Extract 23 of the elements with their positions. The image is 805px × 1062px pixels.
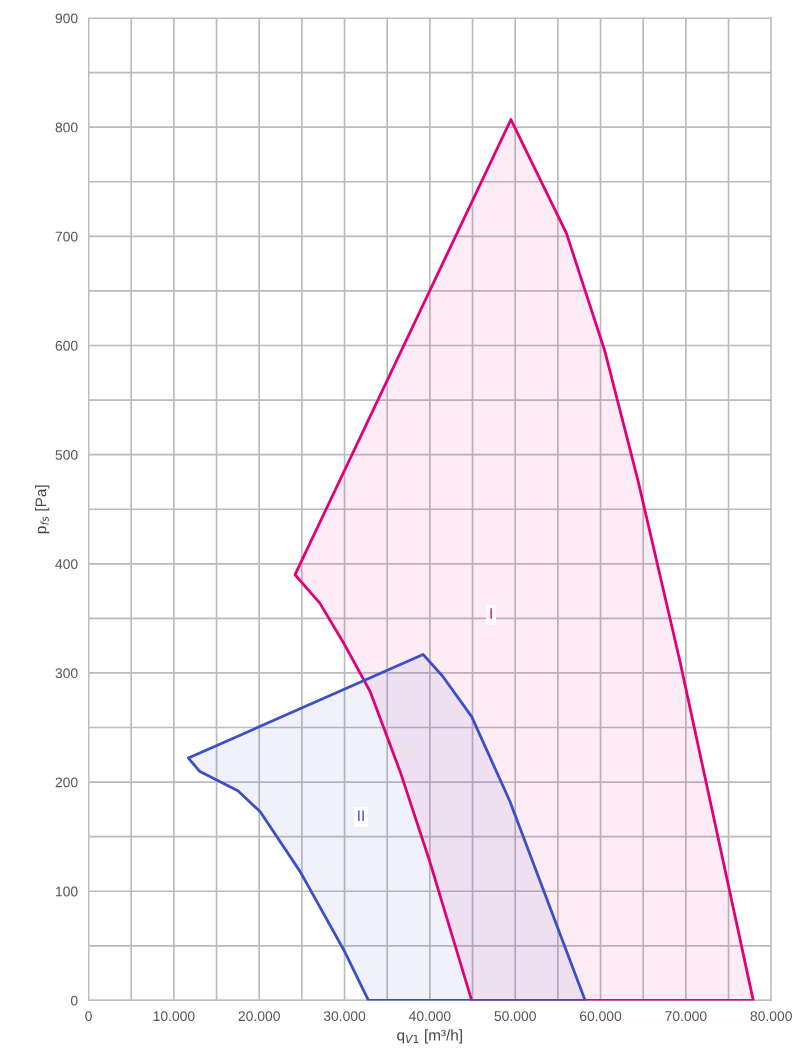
y-tick-label: 700	[55, 231, 78, 242]
y-tick-label: 300	[55, 668, 78, 679]
x-tick-label: 60.000	[580, 1011, 622, 1022]
x-tick-label: 70.000	[665, 1011, 707, 1022]
y-tick-label: 500	[55, 449, 78, 460]
x-tick-label: 80.000	[750, 1011, 792, 1022]
x-tick-label: 30.000	[323, 1011, 366, 1022]
series-label: I	[490, 608, 492, 619]
x-tick-label: 40.000	[408, 1011, 451, 1022]
x-tick-label: 0	[85, 1011, 92, 1022]
x-axis-title: q$_{V1}$ [m³/h]	[397, 1029, 462, 1044]
y-axis-title: p$_{fs}$ [Pa]	[35, 485, 50, 534]
series-label: II	[358, 810, 364, 821]
y-tick-label: 100	[56, 886, 78, 897]
y-tick-label: 900	[55, 13, 78, 24]
x-tick-label: 10.000	[153, 1011, 195, 1022]
y-tick-label: 600	[55, 340, 78, 351]
y-tick-label: 800	[55, 122, 78, 133]
x-tick-label: 20.000	[238, 1011, 280, 1022]
y-tick-label: 0	[70, 995, 78, 1006]
y-tick-label: 200	[55, 777, 78, 788]
y-tick-label: 400	[55, 559, 78, 569]
x-tick-label: 50.000	[494, 1011, 536, 1022]
